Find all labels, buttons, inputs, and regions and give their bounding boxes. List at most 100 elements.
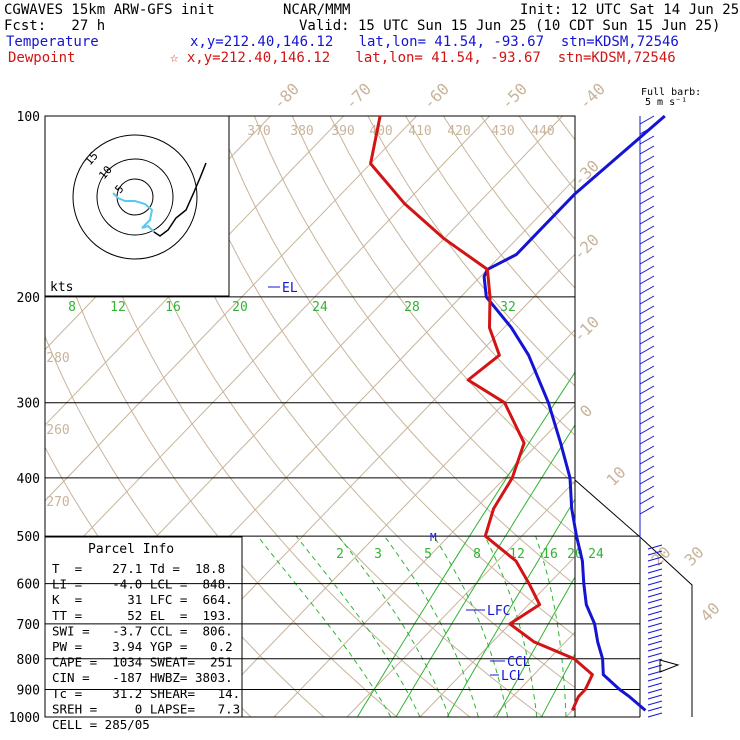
theta-label: 380 [290, 124, 313, 139]
pressure-label: 900 [17, 683, 40, 698]
theta-label: 440 [531, 124, 554, 139]
mixing-ratio-label: 24 [588, 547, 604, 562]
pressure-label: 700 [17, 618, 40, 633]
wind-barb [647, 568, 663, 574]
dry-adiabat-line [595, 116, 740, 717]
parcel-info-row: SWI = -3.7 CCL = 806. [52, 623, 233, 638]
barb-legend-label: Full barb: [641, 87, 701, 98]
hodograph-trace-low [112, 192, 155, 233]
level-marker-label: EL [282, 281, 298, 296]
forecast-hour: Fcst: 27 h [4, 18, 106, 34]
mixing-ratio-label: 12 [110, 300, 126, 315]
barb-legend-unit: 5 m s⁻¹ [645, 97, 687, 108]
mixing-ratio-label: 16 [542, 547, 558, 562]
mixing-ratio-line [601, 297, 740, 717]
temperature-legend: Temperature [6, 34, 99, 50]
parcel-info-row: PW = 3.94 YGP = 0.2 [52, 639, 233, 654]
pressure-label: 200 [17, 291, 40, 306]
pressure-label: 500 [17, 530, 40, 545]
level-marker-label: M [430, 531, 437, 544]
parcel-info-row: Tc = 31.2 SHEAR= 14. [52, 686, 240, 701]
isotherm-label: -70 [341, 79, 375, 113]
wind-barb [639, 135, 655, 145]
mixing-ratio-label: 24 [312, 300, 328, 315]
wind-barb [639, 335, 655, 345]
wind-barb [647, 700, 663, 706]
wind-barb [639, 315, 655, 325]
wind-barb [639, 125, 655, 135]
wind-barb [639, 465, 655, 475]
org-label: NCAR/MMM [283, 2, 351, 18]
pressure-label: 400 [17, 472, 40, 487]
wind-barb [639, 425, 655, 435]
wind-barb [647, 688, 663, 694]
pressure-label: 100 [17, 110, 40, 125]
wind-barb [639, 295, 655, 305]
model-name: CGWAVES 15km ARW-GFS init [4, 2, 215, 18]
dry-adiabat-line [140, 116, 575, 689]
isotherm-line [346, 480, 575, 717]
level-marker-label: CCL [507, 655, 531, 670]
temperature-profile [482, 114, 666, 712]
wind-barb [647, 676, 663, 682]
pressure-label: 1000 [9, 711, 40, 726]
wind-barb [647, 610, 663, 616]
wind-barb [647, 586, 663, 592]
parcel-info-row: CELL = 285/05 [52, 717, 150, 732]
wind-barb [639, 355, 655, 365]
wind-barb [647, 562, 663, 568]
mixing-ratio-line [657, 297, 740, 717]
isotherm-line [45, 116, 490, 577]
isotherm-line [200, 329, 575, 717]
dewpoint-profile [369, 115, 594, 712]
isotherm-label: -50 [497, 79, 531, 113]
mixing-ratio-label: 28 [404, 300, 420, 315]
wind-barb [647, 628, 663, 634]
moist-adiabat-line [535, 535, 567, 717]
dry-adiabat-line [670, 116, 740, 717]
wind-barb [647, 682, 663, 688]
mixing-ratio-label: 20 [232, 300, 248, 315]
theta-label: 260 [46, 423, 69, 438]
dry-adiabat-line [367, 116, 575, 387]
moist-adiabat-line [257, 535, 392, 717]
dry-adiabat-line [291, 116, 575, 486]
isotherm-line [712, 116, 740, 717]
wind-barb [639, 375, 655, 385]
wind-barb [639, 345, 655, 355]
wind-barb [639, 275, 655, 285]
wind-barb [647, 544, 663, 550]
wind-barb [639, 385, 655, 395]
theta-label: 400 [369, 124, 392, 139]
hodograph-panel [44, 115, 230, 297]
mixing-ratio-label: 12 [509, 547, 525, 562]
wind-barb [647, 556, 663, 562]
parcel-info-row: CAPE = 1034 SWEAT= 251 [52, 655, 233, 670]
wind-barb [647, 592, 663, 598]
dry-adiabat-line [216, 116, 575, 586]
wind-barb [639, 185, 655, 195]
theta-label: 270 [46, 495, 69, 510]
pressure-label: 300 [17, 397, 40, 412]
level-marker-label: LFC [487, 604, 510, 619]
wind-barb [639, 305, 655, 315]
parcel-info-row: LI = -4.0 LCL = 848. [52, 577, 233, 592]
wind-barb [639, 445, 655, 455]
parcel-info-row: TT = 52 EL = 193. [52, 608, 233, 623]
dry-adiabat-line [102, 116, 544, 717]
mixing-ratio-label: 8 [68, 300, 76, 315]
pressure-label: 600 [17, 578, 40, 593]
mixing-ratio-line [496, 576, 575, 717]
isotherm-label: -80 [269, 79, 303, 113]
parcel-info-panel [44, 536, 243, 718]
dry-adiabat-line [178, 116, 575, 637]
parcel-info-row: K = 31 LFC = 664. [52, 592, 233, 607]
wind-barb [647, 598, 663, 604]
dry-adiabat-line [405, 116, 575, 338]
theta-label: 420 [447, 124, 470, 139]
wind-barb [647, 580, 663, 586]
dry-adiabat-line [708, 116, 740, 717]
moist-adiabat-line [484, 535, 538, 717]
dewpoint-station-info: ☆ x,y=212.40,146.12 lat,lon= 41.54, -93.… [170, 50, 676, 66]
hodo-ring [72, 134, 198, 260]
